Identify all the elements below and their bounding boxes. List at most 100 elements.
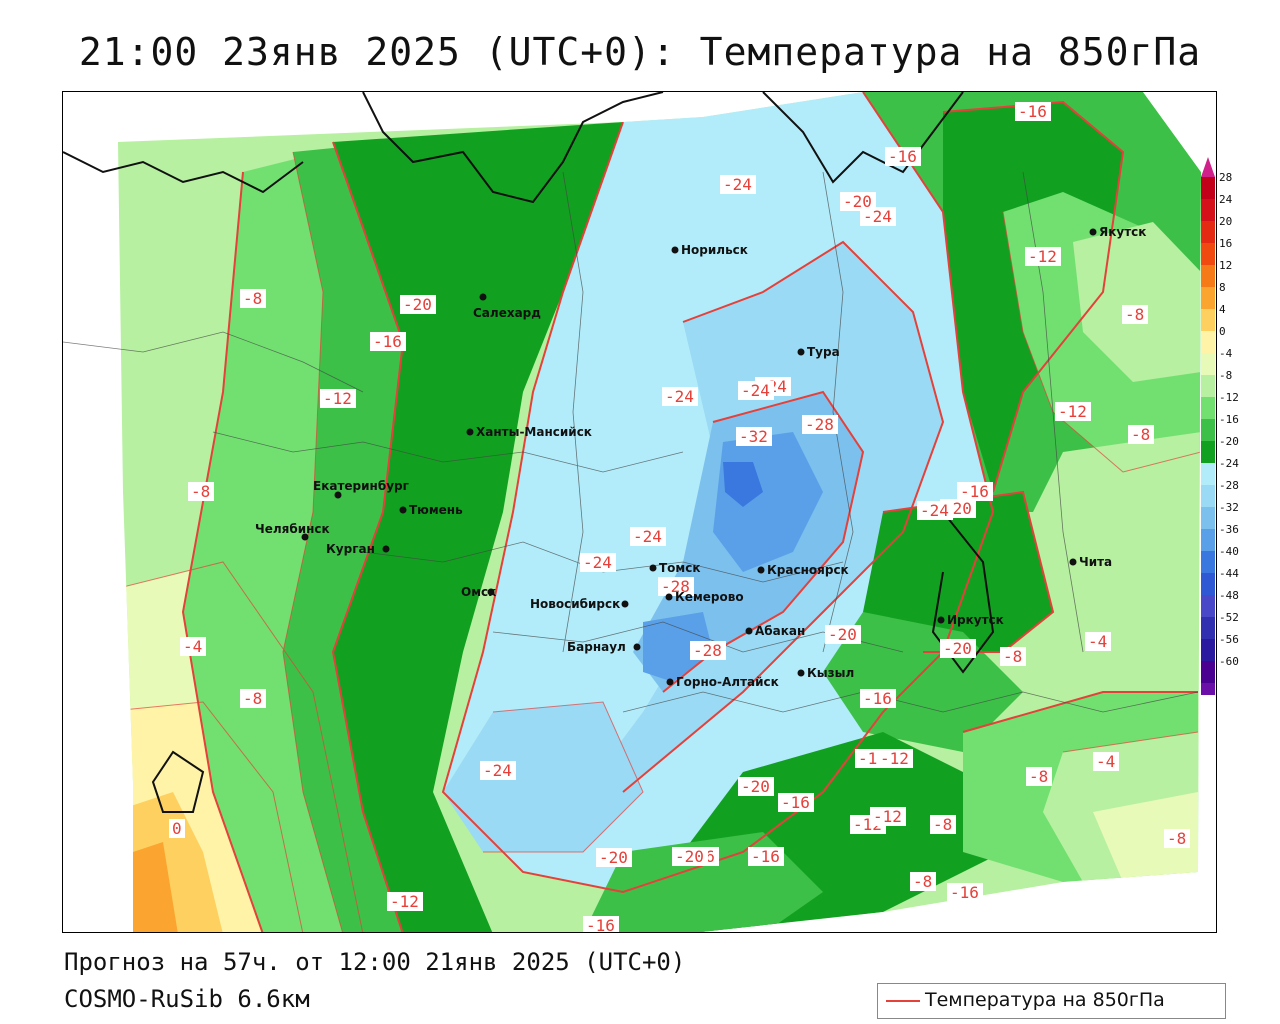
isotherm-label: -16 (863, 689, 892, 708)
city-marker (745, 627, 753, 635)
colorbar-swatch (1201, 397, 1215, 419)
isotherm-label-bg (840, 192, 876, 211)
isotherm-label-bg (662, 387, 698, 406)
isotherm-label: -24 (723, 175, 752, 194)
isotherm-labels: -16-16-24-20-24-12-8-20-16-8-12-24-24-24… (169, 102, 1190, 933)
isotherm-label-bg (778, 793, 814, 812)
isotherm-label: 0 (172, 819, 182, 838)
isotherm-label-bg (1085, 632, 1111, 651)
city-markers: Салехард Норильск Якутск Тура Ханты-Мансийск… (255, 225, 1146, 689)
isotherm-label: -24 (863, 207, 892, 226)
city-marker (1069, 558, 1077, 566)
isotherm-label: -16 (586, 916, 615, 933)
isotherm-label-bg (957, 482, 993, 501)
temperature-map[interactable]: -16-16-24-20-24-12-8-20-16-8-12-24-24-24… (63, 92, 1217, 933)
isotherm-label: -28 (805, 415, 834, 434)
city-label: Красноярск (767, 563, 849, 577)
city-marker (301, 533, 309, 541)
colorbar-tick-label: -8 (1219, 369, 1232, 382)
isotherm-label-bg (940, 639, 976, 658)
city-marker (665, 593, 673, 601)
isotherm-label: -16 (950, 883, 979, 902)
city-marker (382, 545, 390, 553)
isotherm-label: -20 (943, 639, 972, 658)
colorbar-swatch (1201, 485, 1215, 507)
isotherm-label: -4 (183, 637, 202, 656)
isotherm-label-bg (860, 689, 896, 708)
colorbar-swatch (1201, 419, 1215, 441)
isotherm-label: -20 (599, 848, 628, 867)
colorbar-swatch (1201, 551, 1215, 573)
colorbar-top-arrow (1201, 157, 1215, 177)
isotherm-label-bg (580, 553, 616, 572)
city-marker (621, 600, 629, 608)
colorbar-tick-label: 20 (1219, 215, 1232, 228)
model-info: COSMO-RuSib 6.6км (64, 985, 310, 1013)
isotherm-label-bg (917, 501, 953, 520)
isotherm-label: -16 (960, 482, 989, 501)
city-marker (1089, 228, 1097, 236)
isotherm-label-bg (658, 577, 694, 596)
isotherm-label-bg (387, 892, 423, 911)
isotherm-label: -4 (1088, 632, 1107, 651)
isotherm-label: -12 (323, 389, 352, 408)
city-marker (334, 491, 342, 499)
isotherm-label: -28 (693, 641, 722, 660)
colorbar-tick-label: -40 (1219, 545, 1239, 558)
temperature-colorbar: 28 24 20 16 12 8 4 0 -4 -8 -12 -16 -20 -24 -28 -32 -36 -4… (1201, 157, 1239, 695)
isotherm-label: -4 (1096, 752, 1115, 771)
colorbar-swatch (1201, 617, 1215, 639)
colorbar-swatch (1201, 529, 1215, 551)
isotherm-label: -24 (741, 381, 770, 400)
colorbar-tick-label: -36 (1219, 523, 1239, 536)
city-label: Абакан (755, 624, 805, 638)
map-legend: Температура на 850гПа (877, 983, 1226, 1019)
isotherm-label-bg (1055, 402, 1091, 421)
isotherm-label: -8 (1029, 767, 1048, 786)
isotherm-label: -8 (191, 482, 210, 501)
isotherm-label: -8 (243, 689, 262, 708)
isotherm-label: -12 (880, 749, 909, 768)
isotherm-label-bg (1025, 247, 1061, 266)
city-marker (757, 566, 765, 574)
colorbar-tick-label: 8 (1219, 281, 1226, 294)
isotherm-label: -16 (373, 332, 402, 351)
city-label: Салехард (473, 306, 541, 320)
isotherm-label-bg (240, 289, 266, 308)
isotherm-label: -20 (403, 295, 432, 314)
isotherm-label-bg (825, 625, 861, 644)
isotherm-label-bg (885, 147, 921, 166)
map-panel[interactable]: -16-16-24-20-24-12-8-20-16-8-12-24-24-24… (62, 91, 1217, 933)
isotherm-label-bg (240, 689, 266, 708)
colorbar-tick-label: -48 (1219, 589, 1239, 602)
isotherm-label: -20 (741, 777, 770, 796)
isotherm-label-bg (188, 482, 214, 501)
isotherm-label-bg (736, 427, 772, 446)
isotherm-label-bg (690, 641, 726, 660)
isotherm-label: -8 (1003, 647, 1022, 666)
colorbar-tick-label: 16 (1219, 237, 1232, 250)
isotherm-label: -32 (739, 427, 768, 446)
isotherm-label: -12 (390, 892, 419, 911)
city-marker (487, 588, 495, 596)
colorbar-swatch (1201, 331, 1215, 353)
city-marker (937, 616, 945, 624)
isotherm-label: -8 (1131, 425, 1150, 444)
colorbar-tick-label: -56 (1219, 633, 1239, 646)
colorbar-tick-label: -12 (1219, 391, 1239, 404)
city-label: Новосибирск (530, 597, 620, 611)
colorbar-tick-label: 28 (1219, 171, 1232, 184)
city-label: Кемерово (675, 590, 744, 604)
colorbar-swatch (1201, 287, 1215, 309)
forecast-info: Прогноз на 57ч. от 12:00 21янв 2025 (UTC… (64, 948, 686, 976)
colorbar-tick-label: -52 (1219, 611, 1239, 624)
isotherm-label-bg (630, 527, 666, 546)
colorbar-swatch (1201, 661, 1215, 683)
isotherm-label: -28 (661, 577, 690, 596)
isotherm-label: -8 (1167, 829, 1186, 848)
city-marker (797, 669, 805, 677)
city-label: Тюмень (409, 503, 463, 517)
city-marker (671, 246, 679, 254)
colorbar-tick-label: 0 (1219, 325, 1226, 338)
isotherm-label-bg (320, 389, 356, 408)
